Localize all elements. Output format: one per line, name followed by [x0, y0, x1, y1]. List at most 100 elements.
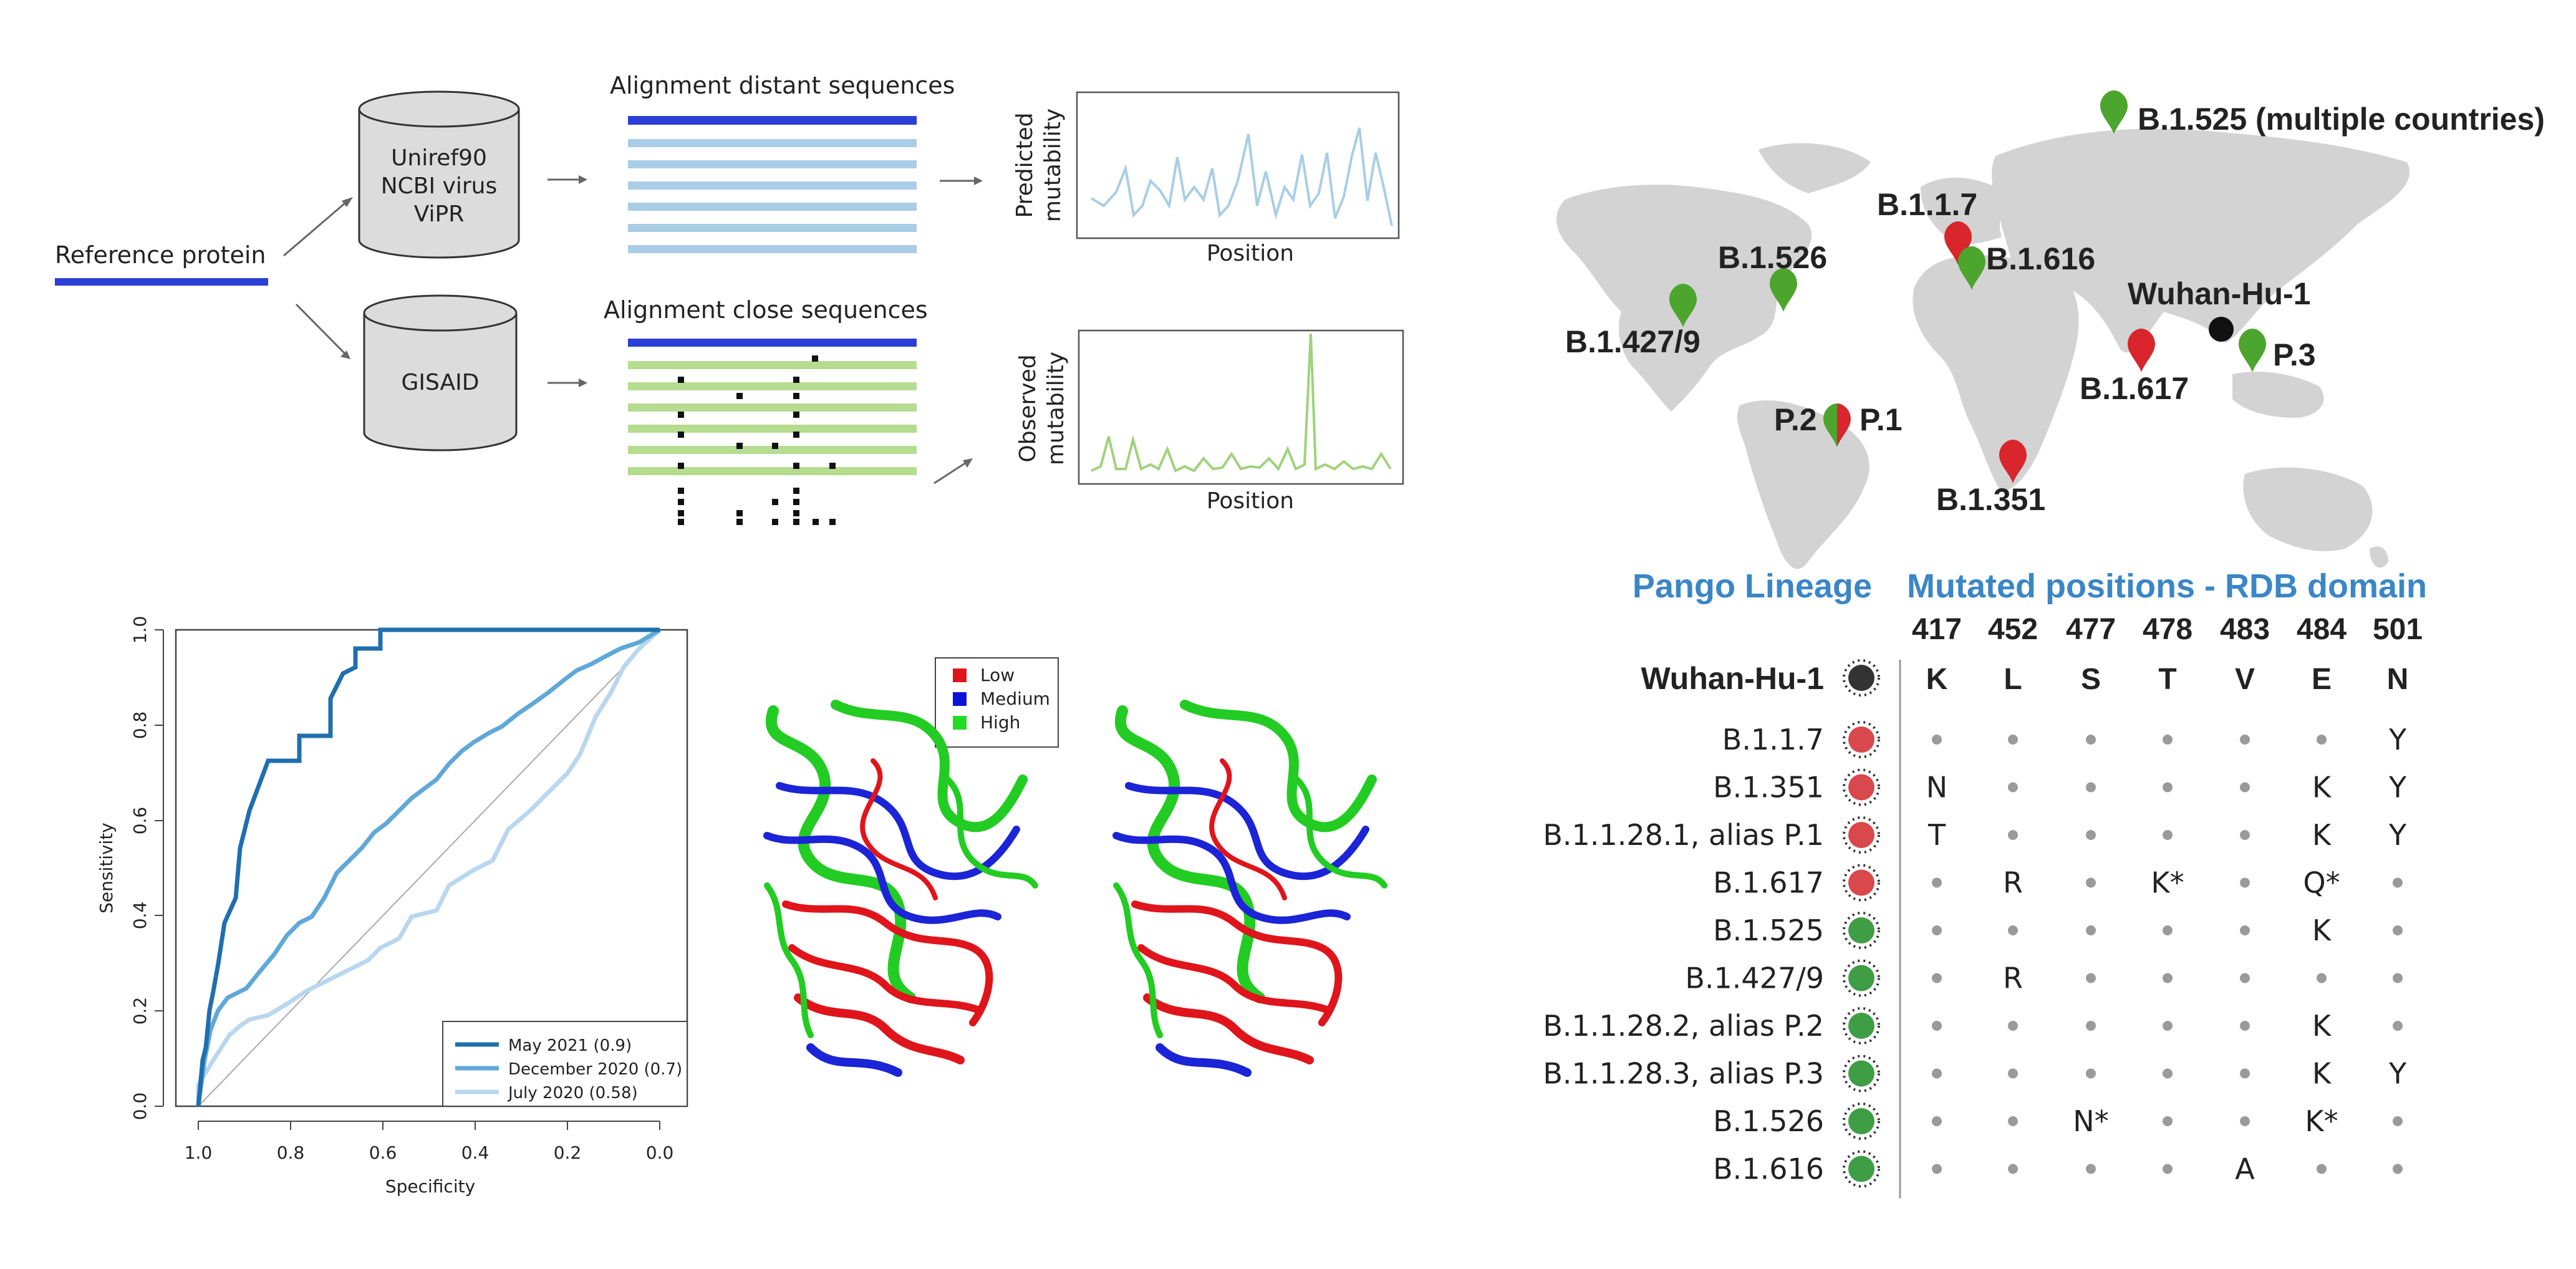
status-icon: [1848, 822, 1874, 848]
unchanged-dot: [2086, 830, 2096, 840]
mutation-cell: K: [2312, 1057, 2332, 1091]
mutation-cell: Y: [2388, 723, 2407, 756]
y-tick-label: 0.0: [130, 1093, 150, 1121]
protein-structure-left: [763, 700, 1038, 1077]
unchanged-dot: [2393, 973, 2403, 983]
unchanged-dot: [2008, 782, 2018, 793]
unchanged-dot: [2240, 782, 2250, 793]
unchanged-dot: [2086, 735, 2096, 745]
map-marker-b117: B.1.1.7: [1877, 187, 1977, 265]
status-icon-ring: [1843, 768, 1880, 806]
unchanged-dot: [2008, 830, 2018, 840]
protein-structure-right: [1116, 705, 1384, 1073]
reference-residue: L: [2004, 663, 2022, 696]
status-icon-ring: [1843, 1103, 1880, 1140]
roc-legend-label: December 2020 (0.7): [508, 1060, 682, 1079]
table-row: B.1.1.28.3, alias P.3 K Y: [1543, 1054, 2407, 1093]
lineage-name: B.1.351: [1713, 771, 1824, 804]
mutation-cell: A: [2235, 1152, 2255, 1186]
unchanged-dot: [2393, 1116, 2403, 1126]
unchanged-dot: [2317, 735, 2327, 745]
unchanged-dot: [1932, 735, 1942, 745]
reference-name: Wuhan-Hu-1: [1641, 661, 1824, 696]
roc-legend-label: July 2020 (0.58): [507, 1084, 638, 1103]
observed-xlabel: Position: [1207, 488, 1294, 514]
world-map-panel: B.1.525 (multiple countries) B.1.1.7 B.1…: [1556, 90, 2545, 569]
align-close-title: Alignment close sequences: [604, 296, 928, 324]
x-tick-label: 0.2: [554, 1142, 582, 1163]
unchanged-dot: [2163, 1021, 2173, 1031]
roc-curve-december-2020: [196, 628, 661, 1107]
reference-protein-bar: [55, 278, 268, 286]
status-icon: [1848, 965, 1874, 992]
mutation-cell: K*: [2305, 1104, 2338, 1138]
position-label: 478: [2143, 613, 2192, 646]
x-tick-label: 0.0: [646, 1142, 674, 1163]
status-icon: [1848, 869, 1874, 896]
lineage-name: B.1.617: [1713, 866, 1824, 900]
unchanged-dot: [2163, 830, 2173, 840]
status-icon-ring: [1843, 1007, 1880, 1045]
y-tick-label: 0.2: [130, 997, 150, 1025]
unchanged-dot: [1932, 1068, 1942, 1079]
map-marker-b1525: B.1.525 (multiple countries): [2100, 90, 2545, 137]
roc-x-axis: 1.0 0.8 0.6 0.4 0.2 0.0 Specificity: [185, 1121, 674, 1197]
x-tick-label: 0.6: [369, 1142, 397, 1163]
mutation-table: Pango Lineage Mutated positions - RDB do…: [1543, 567, 2427, 1199]
roc-y-axis: 0.0 0.2 0.4 0.6 0.8 1.0 Sensitivity: [96, 616, 164, 1121]
lineage-name: B.1.1.28.2, alias P.2: [1543, 1009, 1824, 1043]
reference-residue: K: [1926, 663, 1948, 696]
unchanged-dot: [2086, 1164, 2096, 1174]
predicted-ylabel-line1: Predicted: [1012, 113, 1038, 218]
reference-residue: V: [2235, 663, 2255, 696]
unchanged-dot: [2240, 830, 2250, 840]
unchanged-dot: [1932, 1116, 1942, 1126]
unchanged-dot: [2240, 1021, 2250, 1031]
lineage-header: Pango Lineage: [1633, 567, 1872, 605]
unchanged-dot: [2240, 925, 2250, 935]
x-tick-label: 0.8: [277, 1142, 305, 1163]
unchanged-dot: [2240, 1068, 2250, 1079]
unchanged-dot: [2240, 973, 2250, 983]
status-icon: [1848, 1108, 1874, 1134]
reference-protein-label: Reference protein: [55, 241, 266, 269]
y-tick-label: 1.0: [130, 616, 150, 644]
marker-label: B.1.617: [2080, 371, 2189, 406]
marker-label: B.1.1.7: [1877, 187, 1977, 222]
status-icon-ring: [1843, 912, 1880, 949]
lineage-name: B.1.525: [1713, 914, 1824, 947]
unchanged-dot: [1932, 1164, 1942, 1174]
mutation-cell: R: [2003, 962, 2023, 995]
protein-legend-label: Low: [980, 665, 1015, 685]
positions-header: Mutated positions - RDB domain: [1907, 567, 2427, 605]
lineage-name: B.1.1.7: [1722, 723, 1824, 756]
unchanged-dot: [2086, 973, 2096, 983]
map-marker-b1616: B.1.616: [1958, 241, 2095, 290]
unchanged-dot: [2086, 782, 2096, 793]
mutation-cell: R: [2003, 866, 2023, 900]
table-row: B.1.616 A: [1713, 1150, 2403, 1188]
marker-label: B.1.526: [1718, 240, 1827, 275]
table-row: B.1.525 K: [1713, 912, 2403, 949]
unchanged-dot: [2086, 877, 2096, 888]
unchanged-dot: [2163, 1068, 2173, 1079]
x-tick-label: 0.4: [461, 1142, 490, 1163]
mutation-cell: N*: [2073, 1104, 2108, 1138]
protein-panel: Low Medium High: [763, 657, 1384, 1077]
table-row: B.1.1.7 Y: [1722, 721, 2407, 758]
mutation-cell: Y: [2388, 1057, 2407, 1091]
x-tick-label: 1.0: [185, 1142, 213, 1163]
observed-ylabel-line2: mutability: [1043, 352, 1069, 465]
unchanged-dot: [2163, 1164, 2173, 1174]
predicted-ylabel-line2: mutability: [1040, 109, 1066, 222]
lineage-name: B.1.1.28.1, alias P.1: [1543, 818, 1824, 852]
table-row: B.1.1.28.1, alias P.1 T K Y: [1543, 816, 2407, 854]
status-icon-ring: [1843, 864, 1880, 902]
mutation-cell: Y: [2388, 818, 2407, 852]
unchanged-dot: [2163, 782, 2173, 793]
unchanged-dot: [1932, 973, 1942, 983]
mutation-cell: Y: [2388, 771, 2407, 804]
status-icon: [1848, 774, 1874, 801]
status-icon-ring: [1843, 1054, 1880, 1093]
